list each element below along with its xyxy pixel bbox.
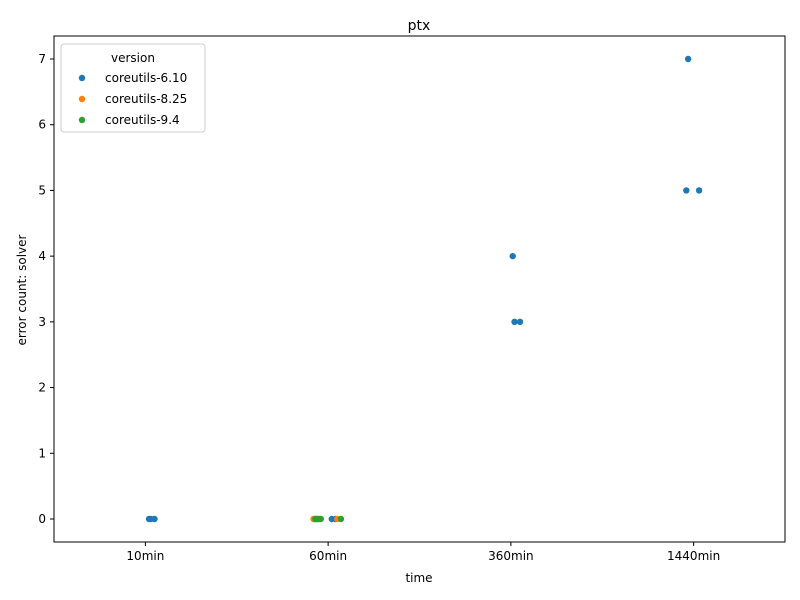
data-point xyxy=(337,515,345,523)
y-tick-label: 2 xyxy=(38,381,46,395)
legend-title: version xyxy=(111,51,155,65)
data-point xyxy=(684,55,692,63)
data-point xyxy=(317,515,325,523)
y-tick-label: 7 xyxy=(38,52,46,66)
y-tick-label: 6 xyxy=(38,118,46,132)
legend-label: coreutils-6.10 xyxy=(105,71,187,85)
legend-marker xyxy=(78,74,86,82)
data-point xyxy=(683,187,690,194)
y-tick-label: 0 xyxy=(38,512,46,526)
legend-box xyxy=(60,43,206,133)
data-point xyxy=(511,318,518,326)
data-points xyxy=(145,55,703,523)
y-tick-label: 1 xyxy=(38,446,46,460)
y-tick-label: 5 xyxy=(38,183,46,197)
legend-marker xyxy=(78,95,86,103)
x-tick-label: 360min xyxy=(488,549,534,563)
legend: version coreutils-6.10 coreutils-8.25 coreu… xyxy=(60,43,206,133)
y-axis-label: error count: solver xyxy=(15,234,29,345)
x-tick-label: 1440min xyxy=(667,549,720,563)
chart-title: ptx xyxy=(408,18,431,34)
axes: 10min 60min 360min 1440min 0 1 2 3 4 5 6 7 xyxy=(38,35,786,563)
y-tick-label: 4 xyxy=(38,249,46,263)
legend-marker xyxy=(78,116,86,124)
legend-label: coreutils-9.4 xyxy=(105,113,180,127)
x-tick-label: 10min xyxy=(126,549,164,563)
data-point xyxy=(151,515,158,523)
y-tick-label: 3 xyxy=(38,315,46,329)
data-point xyxy=(509,252,516,260)
x-axis-label: time xyxy=(405,571,432,585)
data-point xyxy=(695,187,703,194)
legend-label: coreutils-8.25 xyxy=(105,92,187,106)
data-point xyxy=(516,318,524,326)
plot-frame xyxy=(53,35,786,543)
x-tick-label: 60min xyxy=(309,549,347,563)
